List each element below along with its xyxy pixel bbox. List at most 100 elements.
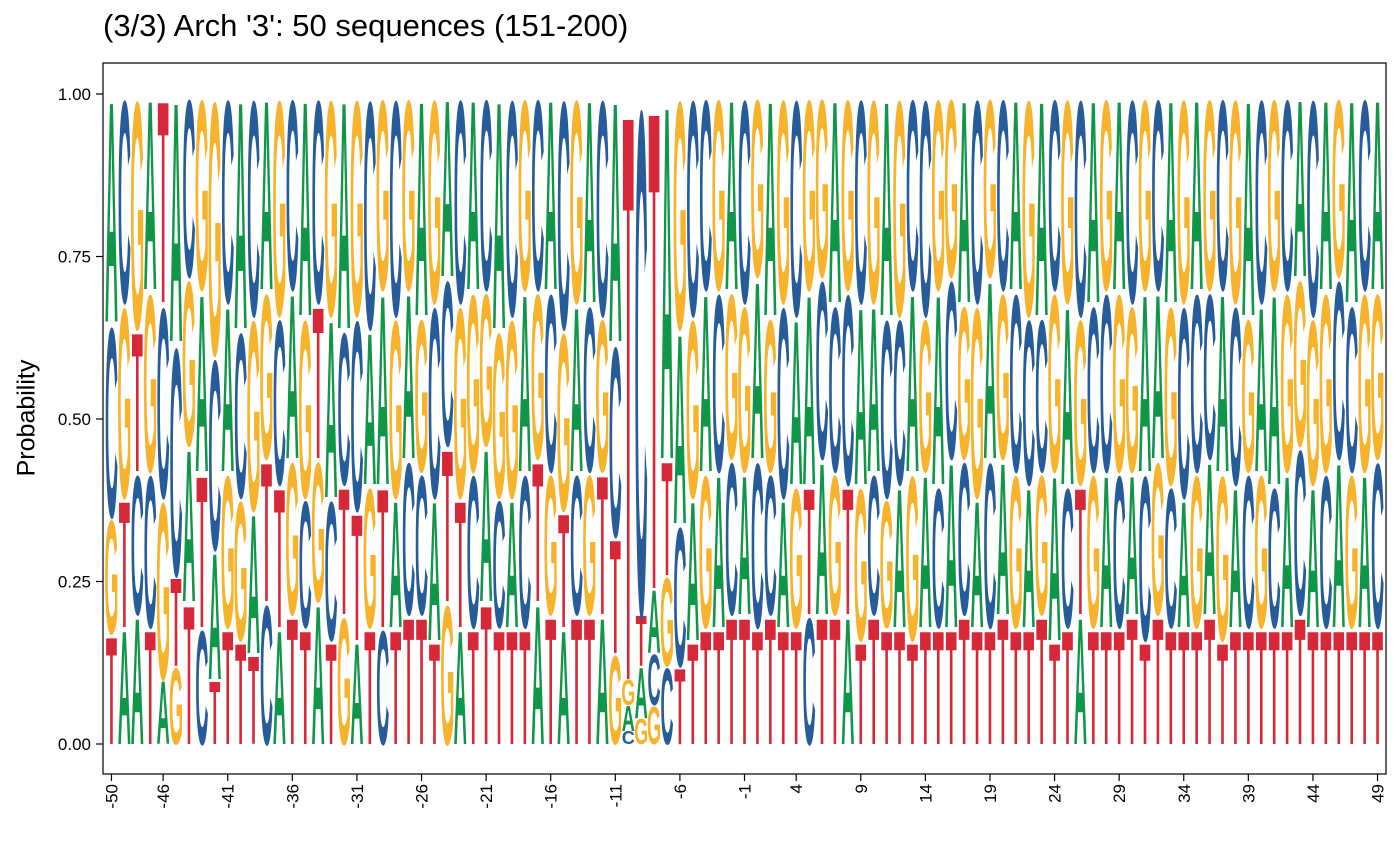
logo-letter-C: C (493, 465, 506, 666)
logo-letter-G: G (518, 43, 532, 346)
logo-letter-C: C (428, 251, 441, 554)
logo-letter-C: C (738, 42, 751, 364)
logo-letter-A: A (893, 447, 906, 670)
logo-letter-A: A (945, 415, 958, 677)
logo-letter-G: G (867, 42, 881, 364)
logo-letter-T: T (1165, 598, 1176, 779)
logo-letter-A: A (144, 43, 157, 346)
logo-letter-A: A (221, 259, 234, 521)
logo-letter-A: A (350, 613, 363, 774)
x-tick-label: -41 (219, 784, 238, 809)
logo-letter-A: A (208, 517, 221, 718)
logo-letter-C: C (415, 434, 428, 657)
logo-letter-C: C (1229, 255, 1242, 537)
logo-letter-T: T (1243, 598, 1254, 779)
logo-letter-G: G (634, 712, 648, 752)
logo-letter-C: C (1126, 42, 1139, 364)
logo-letter-C: C (880, 268, 893, 550)
logo-letter-A: A (854, 255, 867, 537)
logo-letter-C: C (234, 285, 247, 547)
y-tick-label: 1.00 (58, 85, 91, 104)
logo-letter-G: G (1035, 434, 1049, 657)
logo-letter-T: T (674, 648, 685, 768)
logo-letter-G: G (608, 631, 622, 772)
logo-letter-C: C (1306, 38, 1319, 381)
logo-letter-G: G (130, 34, 144, 397)
logo-letter-T: T (455, 465, 466, 666)
logo-letter-C: C (854, 42, 867, 364)
logo-letter-A: A (337, 34, 350, 397)
logo-letter-T: T (649, 0, 660, 734)
logo-letter-G: G (880, 465, 894, 666)
logo-letter-G: G (970, 251, 984, 554)
logo-letter-A: A (1100, 431, 1113, 673)
logo-letter-T: T (1282, 598, 1293, 779)
logo-letter-T: T (1204, 582, 1215, 783)
logo-letter-T: T (132, 291, 143, 514)
logo-letter-G: G (324, 38, 338, 381)
logo-letter-T: T (145, 598, 156, 779)
logo-letter-A: A (1255, 259, 1268, 521)
logo-letter-T: T (377, 447, 388, 670)
logo-letter-C: C (467, 431, 480, 673)
x-tick-label: -11 (606, 784, 625, 807)
logo-letter-C: C (945, 229, 958, 511)
logo-letter-C: C (596, 38, 609, 381)
logo-letter-A: A (182, 405, 195, 647)
x-tick-label: 9 (852, 784, 871, 793)
logo-letter-T: T (1088, 598, 1099, 779)
logo-letter-G: G (208, 29, 222, 432)
logo-letter-T: T (403, 582, 414, 783)
logo-letter-G: G (815, 47, 829, 329)
logo-letter-A: A (1113, 43, 1126, 346)
logo-letter-C: C (893, 272, 906, 534)
logo-letter-A: A (1216, 242, 1229, 524)
logo-letter-C: C (1164, 447, 1177, 670)
x-tick-label: -31 (348, 784, 367, 809)
x-tick-label: 49 (1369, 784, 1388, 803)
logo-letter-C: C (828, 259, 841, 521)
logo-letter-G: G (1177, 42, 1191, 364)
logo-letter-T: T (1256, 598, 1267, 779)
logo-letter-C: C (622, 728, 635, 748)
logo-letter-C: C (1281, 43, 1294, 346)
logo-letter-C: C (1074, 38, 1087, 381)
logo-letter-G: G (1022, 38, 1036, 381)
logo-letter-A: A (544, 43, 557, 346)
logo-letter-G: G (983, 47, 997, 329)
logo-letter-G: G (1332, 47, 1346, 329)
logo-letter-T: T (636, 602, 647, 683)
logo-letter-A: A (1164, 42, 1177, 364)
logo-letter-T: T (494, 598, 505, 779)
logo-letter-G: G (1345, 431, 1359, 673)
logo-letter-A: A (389, 465, 402, 666)
logo-letter-A: A (505, 465, 518, 666)
logo-letter-A: A (764, 38, 777, 381)
logo-letter-G: G (479, 249, 493, 491)
logo-letter-C: C (1268, 447, 1281, 670)
logo-letter-C: C (454, 42, 467, 364)
logo-letter-C: C (751, 415, 764, 677)
logo-letter-A: A (635, 654, 648, 735)
logo-letter-T: T (661, 429, 672, 610)
logo-letter-A: A (1009, 43, 1022, 346)
logo-letter-G: G (557, 281, 571, 563)
logo-letter-A: A (803, 238, 816, 541)
logo-letter-G: G (1048, 242, 1062, 524)
logo-letter-G: G (699, 431, 713, 673)
logo-letter-A: A (919, 431, 932, 673)
logo-letter-G: G (492, 285, 506, 547)
logo-letter-G: G (996, 246, 1010, 508)
logo-letter-C: C (1022, 272, 1035, 534)
x-tick-label: 19 (981, 784, 1000, 803)
logo-letter-G: G (582, 434, 596, 657)
logo-letter-G: G (1112, 242, 1126, 524)
x-tick-label: 44 (1304, 784, 1323, 803)
logo-letter-A: A (751, 229, 764, 511)
logo-letter-G: G (1203, 43, 1217, 346)
logo-letter-T: T (881, 598, 892, 779)
logo-letter-C: C (570, 434, 583, 657)
logo-letter-G: G (505, 268, 519, 550)
logo-letter-A: A (493, 34, 506, 397)
logo-letter-C: C (919, 38, 932, 381)
